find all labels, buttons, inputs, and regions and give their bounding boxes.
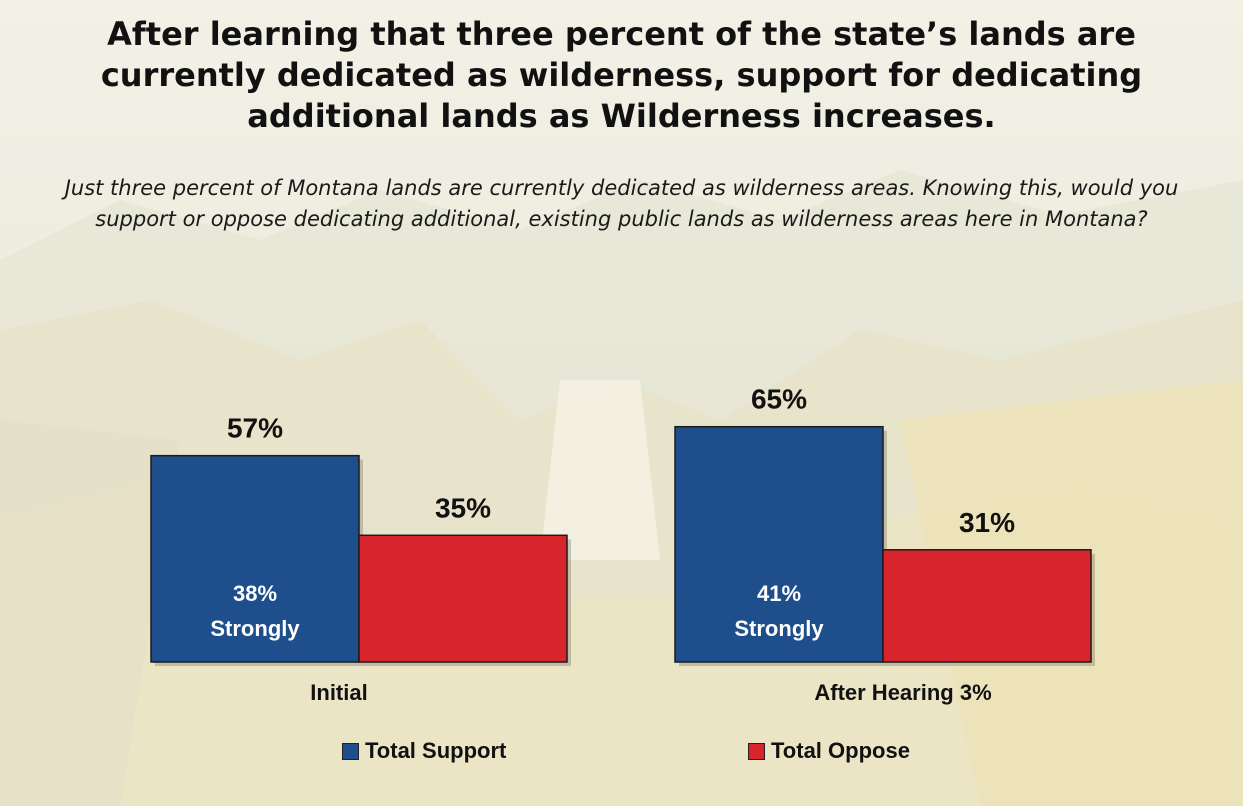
inner-label-support-after-hearing-1: Strongly bbox=[734, 616, 824, 641]
bar-support-after-hearing bbox=[674, 425, 884, 663]
bar-support-initial bbox=[150, 454, 360, 663]
chart-subtitle: Just three percent of Montana lands are … bbox=[64, 176, 1179, 231]
legend-item-support: Total Support bbox=[342, 738, 506, 764]
legend-label-oppose: Total Oppose bbox=[771, 738, 910, 763]
value-label-support-after-hearing: 65% bbox=[751, 384, 807, 415]
inner-label-support-initial-1: Strongly bbox=[210, 616, 300, 641]
legend-label-support: Total Support bbox=[365, 738, 507, 763]
inner-label-support-after-hearing-0: 41% bbox=[757, 581, 801, 606]
category-label-after-hearing: After Hearing 3% bbox=[814, 680, 991, 705]
legend-swatch-support bbox=[342, 742, 359, 760]
value-label-support-initial: 57% bbox=[227, 413, 283, 444]
value-label-oppose-after-hearing: 31% bbox=[959, 507, 1015, 538]
chart-title: After learning that three percent of the… bbox=[100, 15, 1143, 135]
inner-label-support-initial-0: 38% bbox=[233, 581, 277, 606]
legend-item-oppose: Total Oppose bbox=[748, 738, 910, 764]
bar-oppose-initial bbox=[358, 534, 568, 663]
bar-oppose-after-hearing bbox=[882, 549, 1092, 663]
value-label-oppose-initial: 35% bbox=[435, 492, 491, 523]
legend-swatch-oppose bbox=[748, 742, 765, 760]
category-label-initial: Initial bbox=[310, 680, 367, 705]
